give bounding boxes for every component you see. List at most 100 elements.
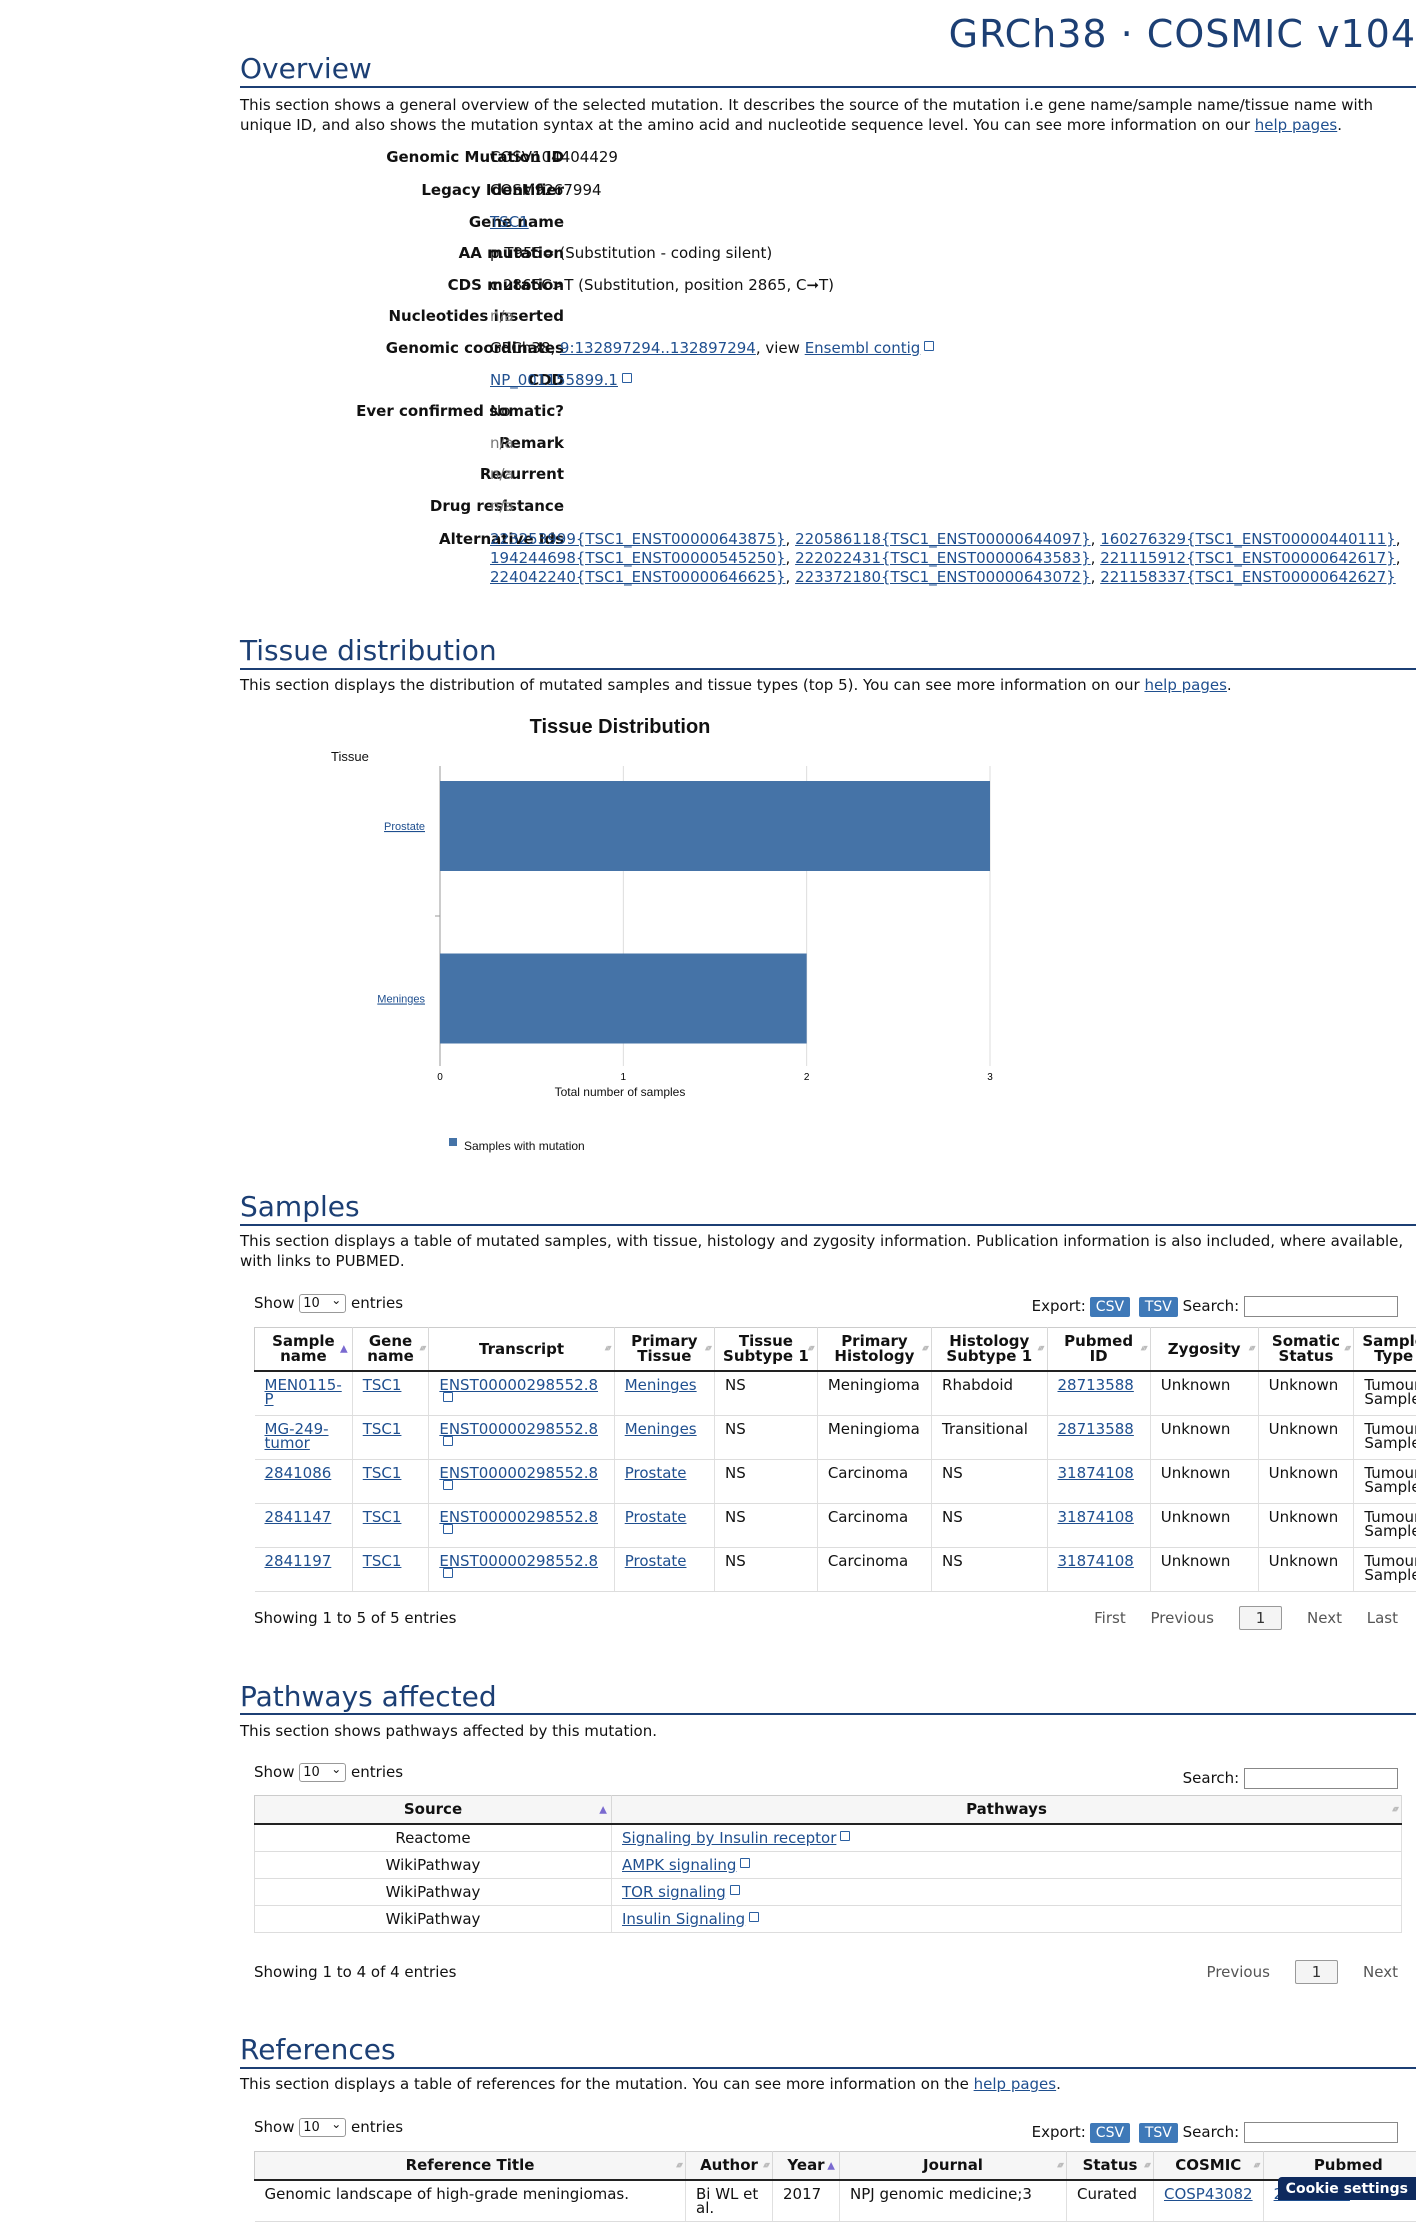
pager-previous[interactable]: Previous [1207, 1963, 1270, 1981]
samples-cell: 2841147 [255, 1503, 353, 1547]
samples-cell: Unknown [1258, 1459, 1354, 1503]
samples-cell: 28713588 [1047, 1371, 1150, 1415]
transcript-link[interactable]: ENST00000298552.8 [439, 1464, 598, 1496]
pathways-search-input[interactable] [1244, 1768, 1398, 1789]
samples-header-zygosity[interactable]: Zygosity [1150, 1328, 1258, 1372]
gene-link[interactable]: TSC1 [363, 1420, 402, 1438]
pubmed-link[interactable]: 28713588 [1058, 1376, 1134, 1394]
references-search-input[interactable] [1244, 2122, 1398, 2143]
samples-cell: Meningioma [817, 1415, 931, 1459]
pager-page-1[interactable]: 1 [1295, 1960, 1339, 1984]
samples-cell: NS [714, 1547, 817, 1591]
samples-header-tissue-subtype-1[interactable]: Tissue Subtype 1 [714, 1328, 817, 1372]
pubmed-link[interactable]: 28713588 [1058, 1420, 1134, 1438]
samples-intro: This section displays a table of mutated… [240, 1231, 1416, 1271]
pathways-page-size-select[interactable]: 10 [299, 1763, 346, 1782]
tissue-link[interactable]: Meninges [625, 1420, 697, 1438]
references-page-size-select[interactable]: 10 [299, 2118, 346, 2137]
pubmed-link[interactable]: 31874108 [1058, 1464, 1134, 1482]
pathways-header-pathways[interactable]: Pathways [612, 1796, 1402, 1825]
pager-previous[interactable]: Previous [1151, 1609, 1214, 1627]
sample-link[interactable]: MG-249-tumor [265, 1420, 329, 1452]
samples-cell: Rhabdoid [932, 1371, 1047, 1415]
sample-link[interactable]: MEN0115-P [265, 1376, 342, 1408]
transcript-link[interactable]: ENST00000298552.8 [439, 1376, 598, 1408]
samples-search-input[interactable] [1244, 1296, 1398, 1317]
pager-next[interactable]: Next [1363, 1963, 1398, 1981]
samples-cell: Unknown [1258, 1371, 1354, 1415]
references-export-tsv-button[interactable]: TSV [1139, 2123, 1178, 2143]
samples-cell: Meningioma [817, 1371, 931, 1415]
samples-export-csv-button[interactable]: CSV [1090, 1297, 1130, 1317]
pager-next[interactable]: Next [1307, 1609, 1342, 1627]
samples-header-primary-tissue[interactable]: Primary Tissue [614, 1328, 714, 1372]
pathway-source: WikiPathway [255, 1879, 612, 1906]
pager-last[interactable]: Last [1367, 1609, 1398, 1627]
pathway-cell: Signaling by Insulin receptor [612, 1824, 1402, 1852]
gene-link[interactable]: TSC1 [363, 1552, 402, 1570]
tissue-link[interactable]: Prostate [625, 1464, 687, 1482]
samples-cell: NS [932, 1459, 1047, 1503]
samples-header-sample-name[interactable]: Sample name [255, 1328, 353, 1372]
pathway-link[interactable]: TOR signaling [622, 1883, 740, 1901]
ref-header-cosmic[interactable]: COSMIC [1154, 2152, 1264, 2181]
pubmed-link[interactable]: 31874108 [1058, 1552, 1134, 1570]
pathways-pagination: Previous 1 Next [1187, 1960, 1398, 1984]
samples-cell: Prostate [614, 1503, 714, 1547]
ref-header-year[interactable]: Year [773, 2152, 840, 2181]
gene-link[interactable]: TSC1 [363, 1376, 402, 1394]
references-table: Reference Title Author Year Journal Stat… [254, 2151, 1416, 2222]
samples-header-histology-subtype-1[interactable]: Histology Subtype 1 [932, 1328, 1047, 1372]
sample-link[interactable]: 2841086 [265, 1464, 332, 1482]
references-help-link[interactable]: help pages [974, 2075, 1056, 2093]
samples-export-tsv-button[interactable]: TSV [1139, 1297, 1178, 1317]
references-export-csv-button[interactable]: CSV [1090, 2123, 1130, 2143]
pager-first[interactable]: First [1094, 1609, 1126, 1627]
pathway-link[interactable]: Signaling by Insulin receptor [622, 1829, 850, 1847]
tissue-link[interactable]: Prostate [625, 1552, 687, 1570]
samples-cell: 31874108 [1047, 1503, 1150, 1547]
transcript-link[interactable]: ENST00000298552.8 [439, 1552, 598, 1584]
samples-cell: Tumour Sample [1354, 1371, 1416, 1415]
samples-cell: Unknown [1150, 1503, 1258, 1547]
samples-cell: Meninges [614, 1371, 714, 1415]
samples-page-size-select[interactable]: 10 [299, 1294, 346, 1313]
pathway-link[interactable]: Insulin Signaling [622, 1910, 759, 1928]
ref-header-pubmed[interactable]: Pubmed [1263, 2152, 1416, 2181]
pager-page-1[interactable]: 1 [1239, 1606, 1283, 1630]
ref-cosmic-link[interactable]: COSP43082 [1164, 2185, 1253, 2203]
pubmed-link[interactable]: 31874108 [1058, 1508, 1134, 1526]
samples-header-gene-name[interactable]: Gene name [352, 1328, 429, 1372]
tissue-link[interactable]: Meninges [625, 1376, 697, 1394]
pathway-link[interactable]: AMPK signaling [622, 1856, 750, 1874]
gene-link[interactable]: TSC1 [363, 1464, 402, 1482]
ref-header-status[interactable]: Status [1067, 2152, 1154, 2181]
samples-cell: 2841086 [255, 1459, 353, 1503]
cookie-settings-button[interactable]: Cookie settings [1278, 2177, 1416, 2200]
samples-length-control: Show 10 entries [254, 1294, 403, 1313]
samples-cell: NS [714, 1415, 817, 1459]
pathways-header-source[interactable]: Source [255, 1796, 612, 1825]
ref-header-author[interactable]: Author [686, 2152, 773, 2181]
tissue-link[interactable]: Prostate [625, 1508, 687, 1526]
samples-header-pubmed-id[interactable]: Pubmed ID [1047, 1328, 1150, 1372]
pathway-cell: AMPK signaling [612, 1852, 1402, 1879]
transcript-link[interactable]: ENST00000298552.8 [439, 1420, 598, 1452]
samples-header-sample-type[interactable]: Sample Type [1354, 1328, 1416, 1372]
samples-cell: TSC1 [352, 1547, 429, 1591]
samples-header-somatic-status[interactable]: Somatic Status [1258, 1328, 1354, 1372]
ref-header-title[interactable]: Reference Title [255, 2152, 686, 2181]
samples-header-primary-histology[interactable]: Primary Histology [817, 1328, 931, 1372]
transcript-link[interactable]: ENST00000298552.8 [439, 1508, 598, 1540]
samples-toolbar: Export:CSV TSV Search: [1032, 1296, 1398, 1317]
samples-rule [240, 1224, 1416, 1226]
sample-link[interactable]: 2841147 [265, 1508, 332, 1526]
samples-cell: Carcinoma [817, 1459, 931, 1503]
samples-header-transcript[interactable]: Transcript [429, 1328, 614, 1372]
sample-link[interactable]: 2841197 [265, 1552, 332, 1570]
gene-link[interactable]: TSC1 [363, 1508, 402, 1526]
samples-cell: Tumour Sample [1354, 1459, 1416, 1503]
ref-header-journal[interactable]: Journal [840, 2152, 1067, 2181]
